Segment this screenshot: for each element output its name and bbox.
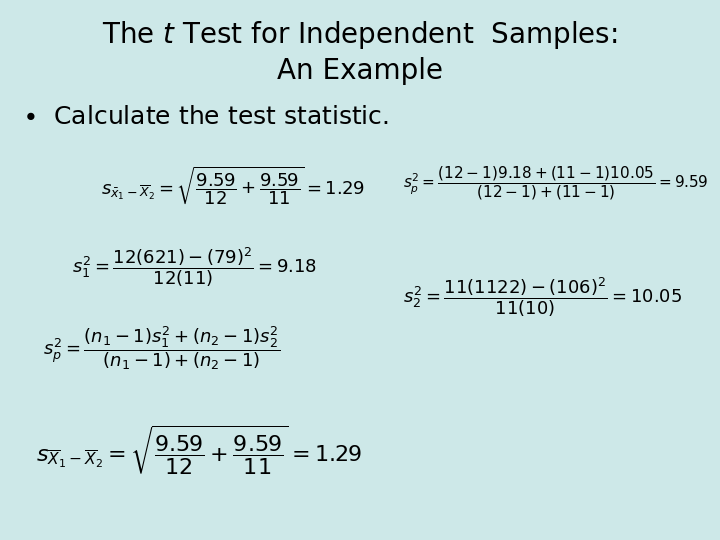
Text: An Example: An Example xyxy=(277,57,443,85)
Text: $s_{\overline{X}_1 - \overline{X}_2} = \sqrt{\dfrac{9.59}{12} + \dfrac{9.59}{11}: $s_{\overline{X}_1 - \overline{X}_2} = \… xyxy=(36,424,362,477)
Text: $\bullet$  Calculate the test statistic.: $\bullet$ Calculate the test statistic. xyxy=(22,105,389,129)
Text: The $\it{t}$ Test for Independent  Samples:: The $\it{t}$ Test for Independent Sample… xyxy=(102,19,618,51)
Text: $s_p^2 = \dfrac{(n_1 - 1)s_1^2 + (n_2 - 1)s_2^2}{(n_1 - 1) + (n_2 - 1)}$: $s_p^2 = \dfrac{(n_1 - 1)s_1^2 + (n_2 - … xyxy=(43,324,281,372)
Text: $s_{\bar{x}_1 - \overline{X}_2} = \sqrt{\dfrac{9.59}{12} + \dfrac{9.59}{11}} = 1: $s_{\bar{x}_1 - \overline{X}_2} = \sqrt{… xyxy=(101,165,364,207)
Text: $s_2^2 = \dfrac{11(1122) - (106)^2}{11(10)} = 10.05$: $s_2^2 = \dfrac{11(1122) - (106)^2}{11(1… xyxy=(403,275,683,319)
Text: $s_1^2 = \dfrac{12(621) - (79)^2}{12(11)} = 9.18$: $s_1^2 = \dfrac{12(621) - (79)^2}{12(11)… xyxy=(72,246,317,289)
Text: $s_p^2 = \dfrac{(12-1)9.18+(11-1)10.05}{(12-1)+(11-1)} = 9.59$: $s_p^2 = \dfrac{(12-1)9.18+(11-1)10.05}{… xyxy=(403,165,708,202)
